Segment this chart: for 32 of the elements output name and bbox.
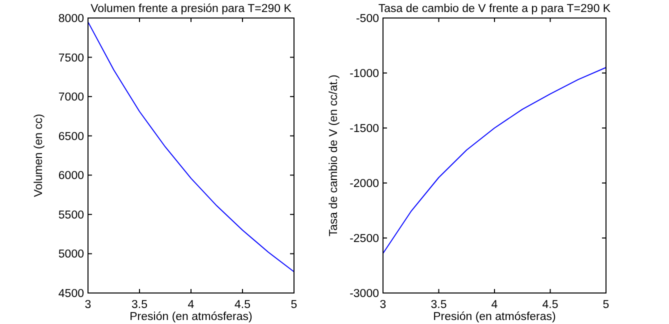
y-tick-label: 8000 bbox=[58, 13, 84, 25]
x-tick-label: 4.5 bbox=[542, 299, 558, 311]
chart-title: Tasa de cambio de V frente a p para T=290 K bbox=[378, 3, 611, 15]
x-tick-label: 4 bbox=[188, 299, 195, 311]
y-tick-label: -2000 bbox=[350, 178, 379, 190]
x-tick-label: 3 bbox=[380, 299, 386, 311]
y-tick-label: -2500 bbox=[350, 233, 379, 245]
x-tick-label: 4.5 bbox=[234, 299, 250, 311]
x-tick-label: 3.5 bbox=[430, 299, 447, 311]
y-tick-label: 4500 bbox=[58, 288, 84, 300]
y-axis-title: Tasa de cambio de V (en cc/at.) bbox=[328, 74, 340, 236]
y-tick-label: 6500 bbox=[58, 130, 84, 143]
y-tick-label: -1000 bbox=[350, 68, 379, 80]
x-tick-label: 5 bbox=[290, 299, 298, 311]
chart-title: Volumen frente a presión para T=290 K bbox=[90, 3, 292, 15]
x-tick-label: 3.5 bbox=[132, 299, 148, 311]
y-tick-label: 7000 bbox=[58, 92, 84, 104]
x-axis-title: Presión (en atmósferas) bbox=[433, 311, 556, 323]
y-tick-label: -1500 bbox=[350, 123, 379, 135]
y-axis-title: Volumen (en cc) bbox=[33, 114, 45, 198]
y-tick-label: -3000 bbox=[350, 288, 379, 300]
x-tick-label: 3 bbox=[84, 299, 92, 311]
line-series bbox=[382, 67, 606, 254]
y-tick-label: 6000 bbox=[58, 170, 84, 182]
y-tick-label: -500 bbox=[356, 13, 379, 25]
line-series bbox=[88, 21, 294, 272]
y-tick-label: 5500 bbox=[58, 209, 84, 222]
x-axis-title: Presión (en atmósferas) bbox=[130, 311, 253, 323]
y-tick-label: 7500 bbox=[58, 52, 84, 64]
x-tick-label: 4 bbox=[491, 299, 498, 311]
x-tick-label: 5 bbox=[602, 299, 610, 311]
y-tick-label: 5000 bbox=[58, 248, 84, 261]
